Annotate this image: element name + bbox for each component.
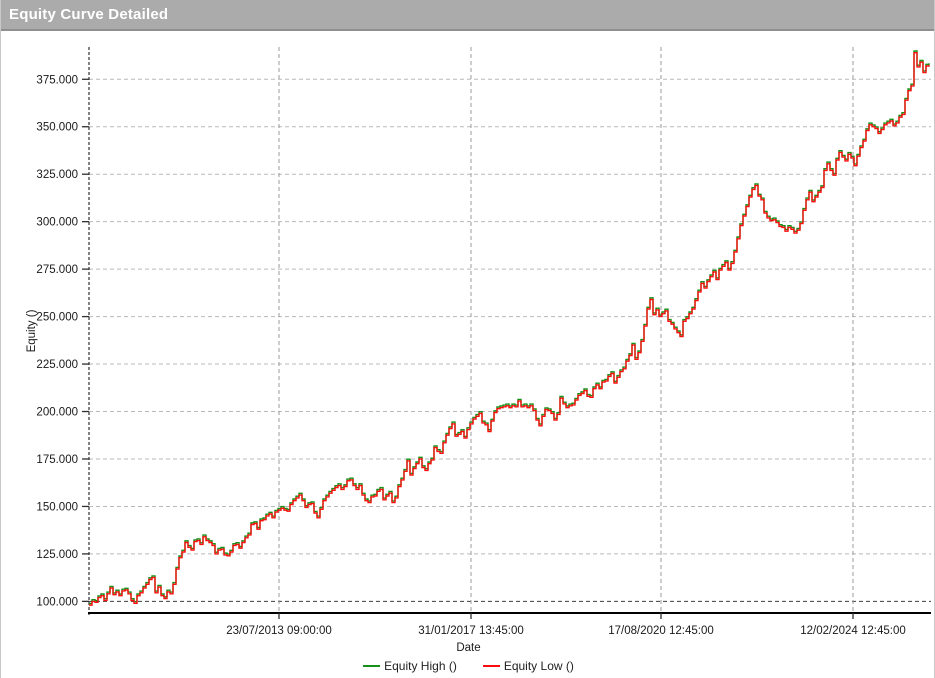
y-tick-label: 175.000: [36, 454, 78, 466]
y-tick-label: 125.000: [36, 549, 78, 561]
equity-high-swatch-icon: [363, 665, 381, 667]
window-titlebar[interactable]: Equity Curve Detailed: [1, 0, 934, 31]
x-axis-label: Date: [456, 642, 481, 654]
legend-item-equity-low: Equity Low (): [482, 659, 574, 673]
y-tick-label: 350.000: [36, 122, 78, 134]
y-tick-label: 325.000: [36, 169, 78, 181]
legend-item-equity-high: Equity High (): [363, 659, 457, 673]
x-tick-label: 23/07/2013 09:00:00: [226, 625, 332, 637]
y-tick-label: 100.000: [36, 596, 78, 608]
y-axis-label: Equity (): [26, 309, 38, 353]
window-title: Equity Curve Detailed: [9, 6, 169, 23]
equity-high-series: [89, 50, 930, 605]
x-tick-label: 31/01/2017 13:45:00: [418, 625, 524, 637]
y-tick-label: 225.000: [36, 359, 78, 371]
equity-low-swatch-icon: [482, 665, 500, 667]
x-tick-label: 17/08/2020 12:45:00: [608, 625, 714, 637]
y-tick-label: 250.000: [36, 312, 78, 324]
legend-label-equity-high: Equity High (): [384, 659, 457, 673]
legend-label-equity-low: Equity Low (): [503, 659, 574, 673]
y-tick-label: 200.000: [36, 407, 78, 419]
legend: Equity High () Equity Low (): [1, 659, 934, 673]
y-tick-label: 375.000: [36, 74, 78, 86]
y-tick-label: 275.000: [36, 264, 78, 276]
equity-low-series: [89, 52, 930, 606]
y-tick-label: 150.000: [36, 501, 78, 513]
y-tick-label: 300.000: [36, 217, 78, 229]
x-tick-label: 12/02/2024 12:45:00: [800, 625, 906, 637]
